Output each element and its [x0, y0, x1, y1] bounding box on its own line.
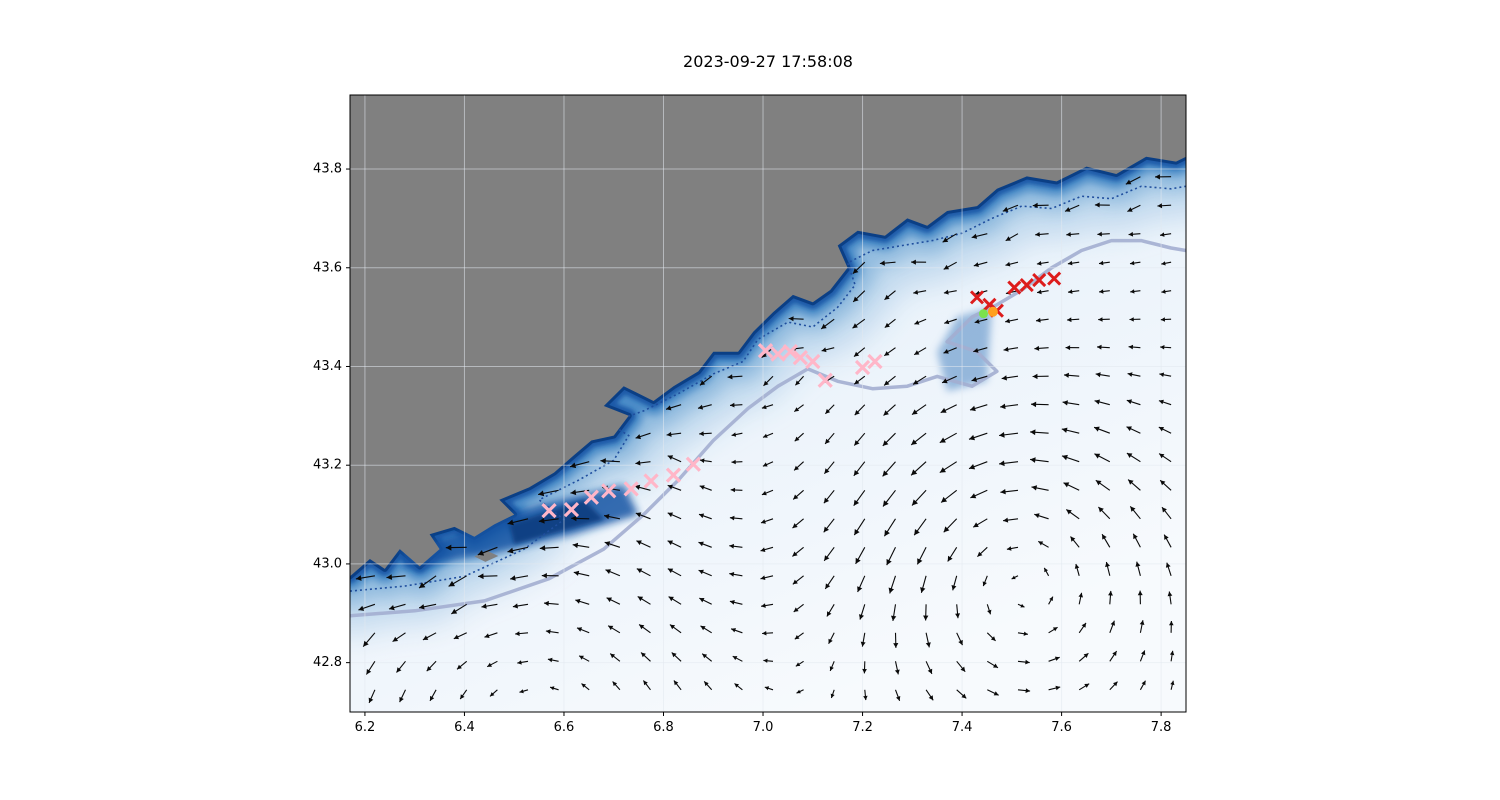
y-tick-label: 43.4	[313, 359, 342, 374]
drifter-markers	[541, 271, 1062, 519]
drifters-pink-west	[541, 456, 701, 519]
x-tick-label: 6.4	[454, 720, 475, 735]
current-arrows	[355, 174, 1175, 704]
x-tick-label: 7.0	[753, 720, 774, 735]
land-layer	[350, 95, 1186, 577]
island	[474, 550, 499, 562]
drifters-pink-east	[757, 343, 883, 388]
x-tick-label: 6.2	[355, 720, 376, 735]
axes-layer: 6.2 6.4 6.6 6.8 7.0 7.2 7.4 7.6 7.8 42.8 43.0 43.2 4…	[313, 94, 1187, 735]
plot-title: 2023-09-27 17:58:08	[683, 52, 853, 71]
release-point-green	[978, 309, 988, 319]
x-tick-label: 7.6	[1051, 720, 1072, 735]
x-tick-label: 7.2	[852, 720, 873, 735]
x-tick-label: 7.8	[1151, 720, 1172, 735]
release-point-orange	[987, 306, 998, 317]
y-tick-label: 43.6	[313, 260, 342, 275]
landmass	[350, 95, 1186, 577]
island	[457, 514, 481, 526]
y-tick-label: 43.8	[313, 162, 342, 177]
y-tick-label: 42.8	[313, 655, 342, 670]
x-tick-label: 6.6	[554, 720, 575, 735]
y-tick-label: 43.0	[313, 556, 342, 571]
y-tick-label: 43.2	[313, 458, 342, 473]
x-tick-label: 6.8	[653, 720, 674, 735]
grid-layer	[350, 95, 1186, 712]
x-tick-label: 7.4	[952, 720, 973, 735]
